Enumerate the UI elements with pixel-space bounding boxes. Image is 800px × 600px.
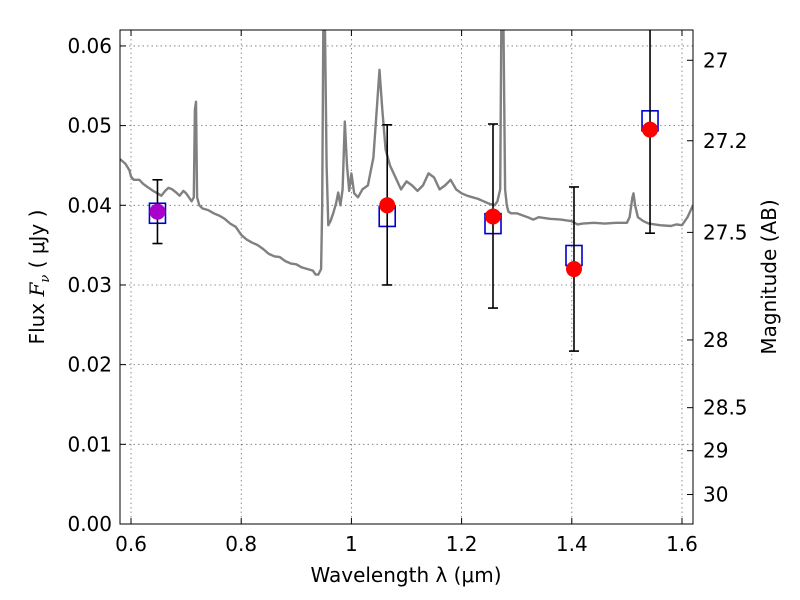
photometry-markers [148, 30, 659, 352]
observed-flux-point [642, 121, 659, 138]
y-tick-label: 0.06 [67, 34, 112, 58]
plot-frame [119, 29, 694, 525]
y-tick-label: 0.00 [67, 512, 112, 536]
right-tick-label: 30 [703, 483, 728, 507]
observed-flux-point [379, 197, 396, 214]
right-tick-label: 29 [703, 439, 728, 463]
y-axis-label-suffix: ( μJy ) [25, 210, 49, 275]
grid [120, 30, 693, 524]
y-tick-label: 0.02 [67, 353, 112, 377]
x-tick-label: 1 [345, 532, 358, 556]
observed-flux-point [485, 208, 502, 225]
y-axis-label-sub: ν [38, 275, 53, 283]
y-tick-label: 0.05 [67, 114, 112, 138]
observed-flux-point [149, 203, 166, 220]
x-tick-label: 1.6 [666, 532, 698, 556]
right-axis-label: Magnitude (AB) [757, 199, 781, 354]
model-spectrum-line [120, 30, 693, 276]
axis-ticks: 0.6 0.8 1 1.2 1.4 1.6 0.00 0.01 0.02 0.03 0.04 0.05… [67, 30, 748, 556]
y-tick-label: 0.03 [67, 273, 112, 297]
y-tick-label: 0.04 [67, 193, 112, 217]
y-tick-label: 0.01 [67, 432, 112, 456]
right-tick-label: 27.5 [703, 220, 748, 244]
plot-area [120, 30, 693, 524]
right-tick-label: 27.2 [703, 129, 748, 153]
right-tick-label: 28.5 [703, 396, 748, 420]
x-axis-label: Wavelength λ (μm) [310, 563, 501, 587]
right-tick-label: 27 [703, 48, 728, 72]
x-tick-label: 0.6 [115, 532, 147, 556]
y-axis-label: Flux Fν ( μJy ) [25, 210, 53, 345]
y-axis-label-var: F [25, 282, 49, 298]
plot-content [120, 30, 693, 352]
x-tick-label: 0.8 [225, 532, 257, 556]
observed-flux-point [565, 261, 582, 278]
right-tick-label: 28 [703, 328, 728, 352]
y-axis-label-prefix: Flux [25, 297, 49, 345]
x-tick-label: 1.2 [446, 532, 478, 556]
x-tick-label: 1.4 [556, 532, 588, 556]
